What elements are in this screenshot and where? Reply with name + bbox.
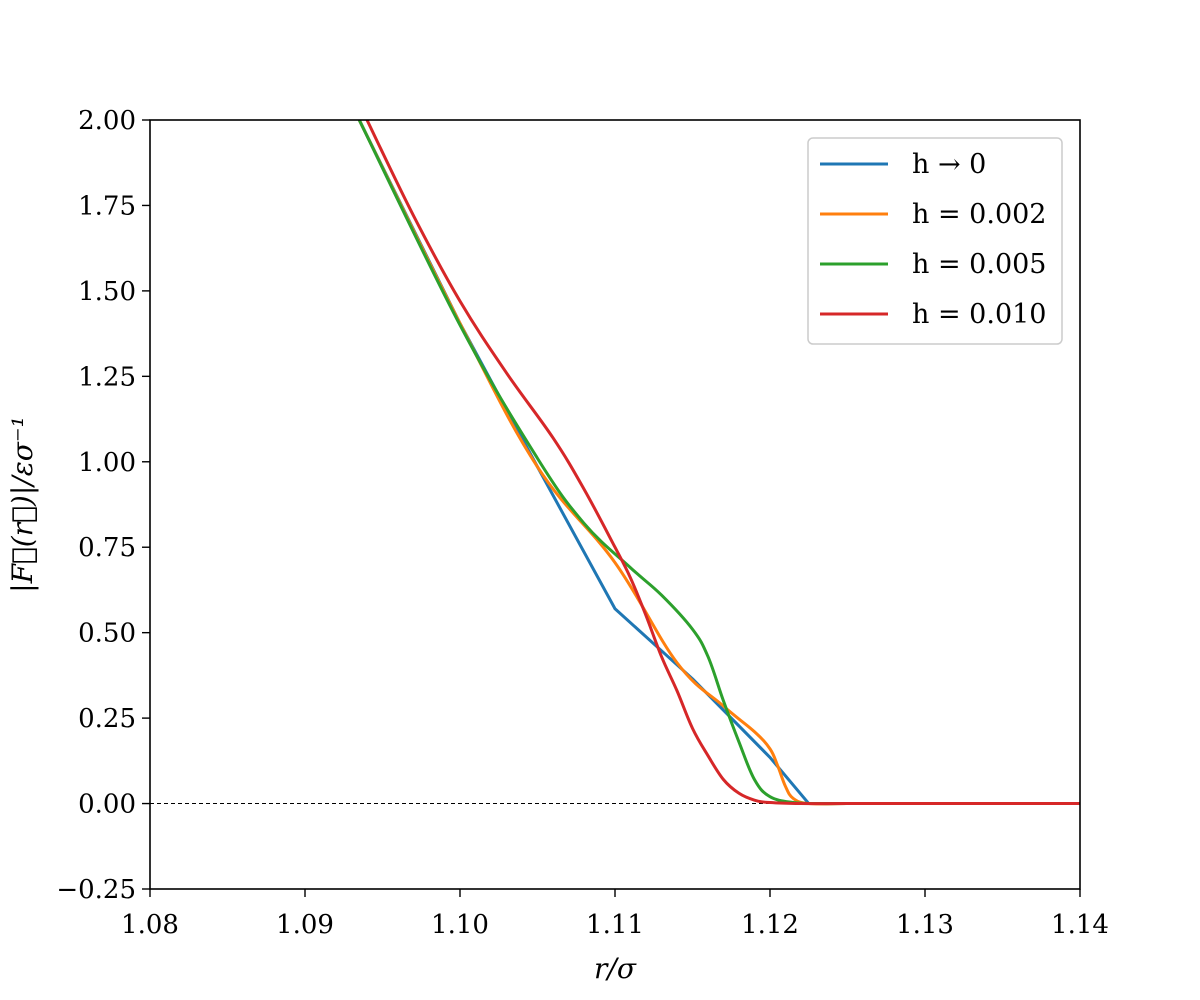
plot-marks: [150, 120, 1080, 806]
x-axis-label: r/σ: [594, 952, 637, 985]
x-tick-label: 1.13: [896, 910, 954, 940]
y-tick-label: 1.25: [78, 362, 136, 392]
x-tick-label: 1.10: [431, 910, 489, 940]
y-tick-label: 1.75: [78, 191, 136, 221]
x-tick-label: 1.09: [276, 910, 334, 940]
y-tick-label: 1.50: [78, 277, 136, 307]
y-tick-label: 0.50: [78, 619, 136, 649]
legend-box: [807, 137, 1063, 345]
legend: h → 0 h = 0.002 h = 0.005 h = 0.010: [807, 137, 1063, 345]
legend-label-2: h = 0.002: [912, 199, 1046, 230]
series-line-4: [365, 120, 1080, 806]
y-tick-label: 0.25: [78, 704, 136, 734]
legend-label-3: h = 0.005: [912, 249, 1046, 280]
y-tick-label: 2.00: [78, 106, 136, 136]
x-tick-label: 1.11: [586, 910, 644, 940]
x-tick-label: 1.08: [121, 910, 179, 940]
x-tick-label: 1.12: [741, 910, 799, 940]
y-axis-label: |F⃗(r⃗)|/εσ⁻¹: [6, 416, 39, 593]
plot-area: [150, 120, 1080, 806]
y-tick-label: −0.25: [56, 875, 136, 905]
y-tick-label: 0.00: [78, 790, 136, 820]
y-tick-label: 0.75: [78, 533, 136, 563]
y-tick-label: 1.00: [78, 448, 136, 478]
legend-label-4: h = 0.010: [912, 299, 1046, 330]
x-tick-label: 1.14: [1051, 910, 1109, 940]
legend-label-1: h → 0: [912, 149, 986, 180]
axes: 1.08 1.09 1.10 1.11 1.12 1.13 1.14 −0.25 0.00 0.2…: [6, 106, 1109, 985]
